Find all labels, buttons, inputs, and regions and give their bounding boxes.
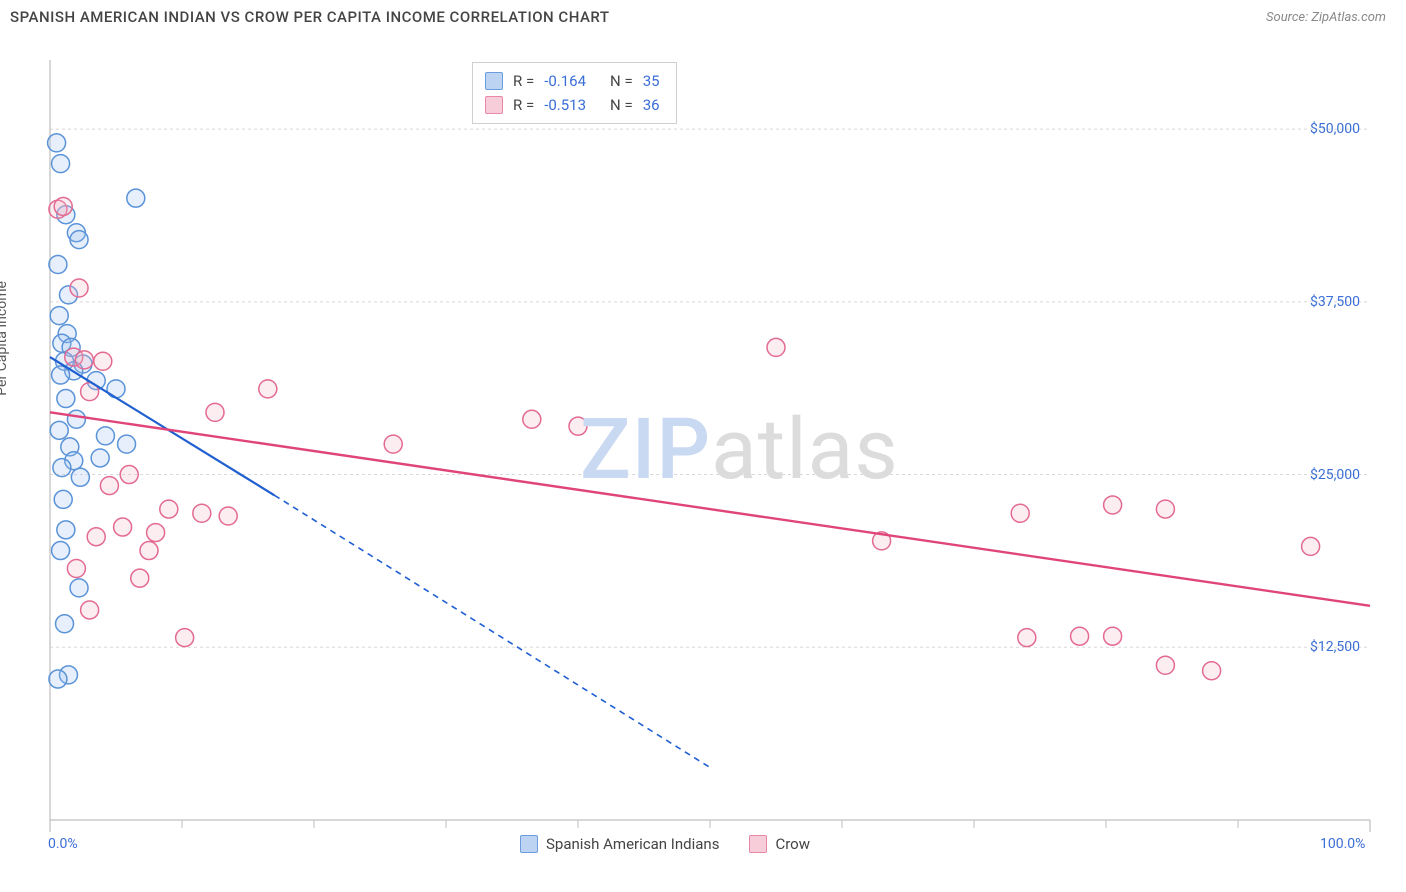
legend-n-label: N = xyxy=(610,69,633,93)
chart-title: SPANISH AMERICAN INDIAN VS CROW PER CAPI… xyxy=(10,8,610,26)
chart-header: SPANISH AMERICAN INDIAN VS CROW PER CAPI… xyxy=(0,0,1406,34)
legend-stat-row: R = -0.164 N = 35 xyxy=(485,69,660,93)
y-tick-label: $50,000 xyxy=(1310,121,1360,137)
legend-n-value: 36 xyxy=(643,93,660,117)
legend-r-value: -0.513 xyxy=(544,93,586,117)
y-axis-label: Per Capita Income xyxy=(0,281,10,396)
legend-swatch xyxy=(485,96,503,114)
y-tick-label: $37,500 xyxy=(1310,294,1360,310)
chart-area: Per Capita Income ZIPatlas R = -0.164N =… xyxy=(10,40,1396,850)
legend-r-label: R = xyxy=(513,69,534,93)
x-tick-label: 100.0% xyxy=(1320,836,1365,852)
y-tick-label: $25,000 xyxy=(1310,467,1360,483)
series-legend: Spanish American Indians Crow xyxy=(520,835,810,853)
x-tick-label: 0.0% xyxy=(48,836,78,852)
series-legend-item: Crow xyxy=(749,835,810,853)
scatter-chart-svg xyxy=(10,40,1396,850)
legend-swatch xyxy=(520,835,538,853)
source-attribution: Source: ZipAtlas.com xyxy=(1266,10,1386,25)
legend-n-value: 35 xyxy=(643,69,660,93)
correlation-legend: R = -0.164 N = 35 R = -0.513 N = 36 xyxy=(472,62,677,124)
legend-swatch xyxy=(749,835,767,853)
y-tick-label: $12,500 xyxy=(1310,639,1360,655)
legend-r-value: -0.164 xyxy=(544,69,586,93)
series-legend-item: Spanish American Indians xyxy=(520,835,719,853)
legend-stat-row: R = -0.513 N = 36 xyxy=(485,93,660,117)
series-legend-label: Crow xyxy=(775,835,810,853)
legend-swatch xyxy=(485,72,503,90)
legend-r-label: R = xyxy=(513,93,534,117)
legend-n-label: N = xyxy=(610,93,633,117)
series-legend-label: Spanish American Indians xyxy=(546,835,719,853)
